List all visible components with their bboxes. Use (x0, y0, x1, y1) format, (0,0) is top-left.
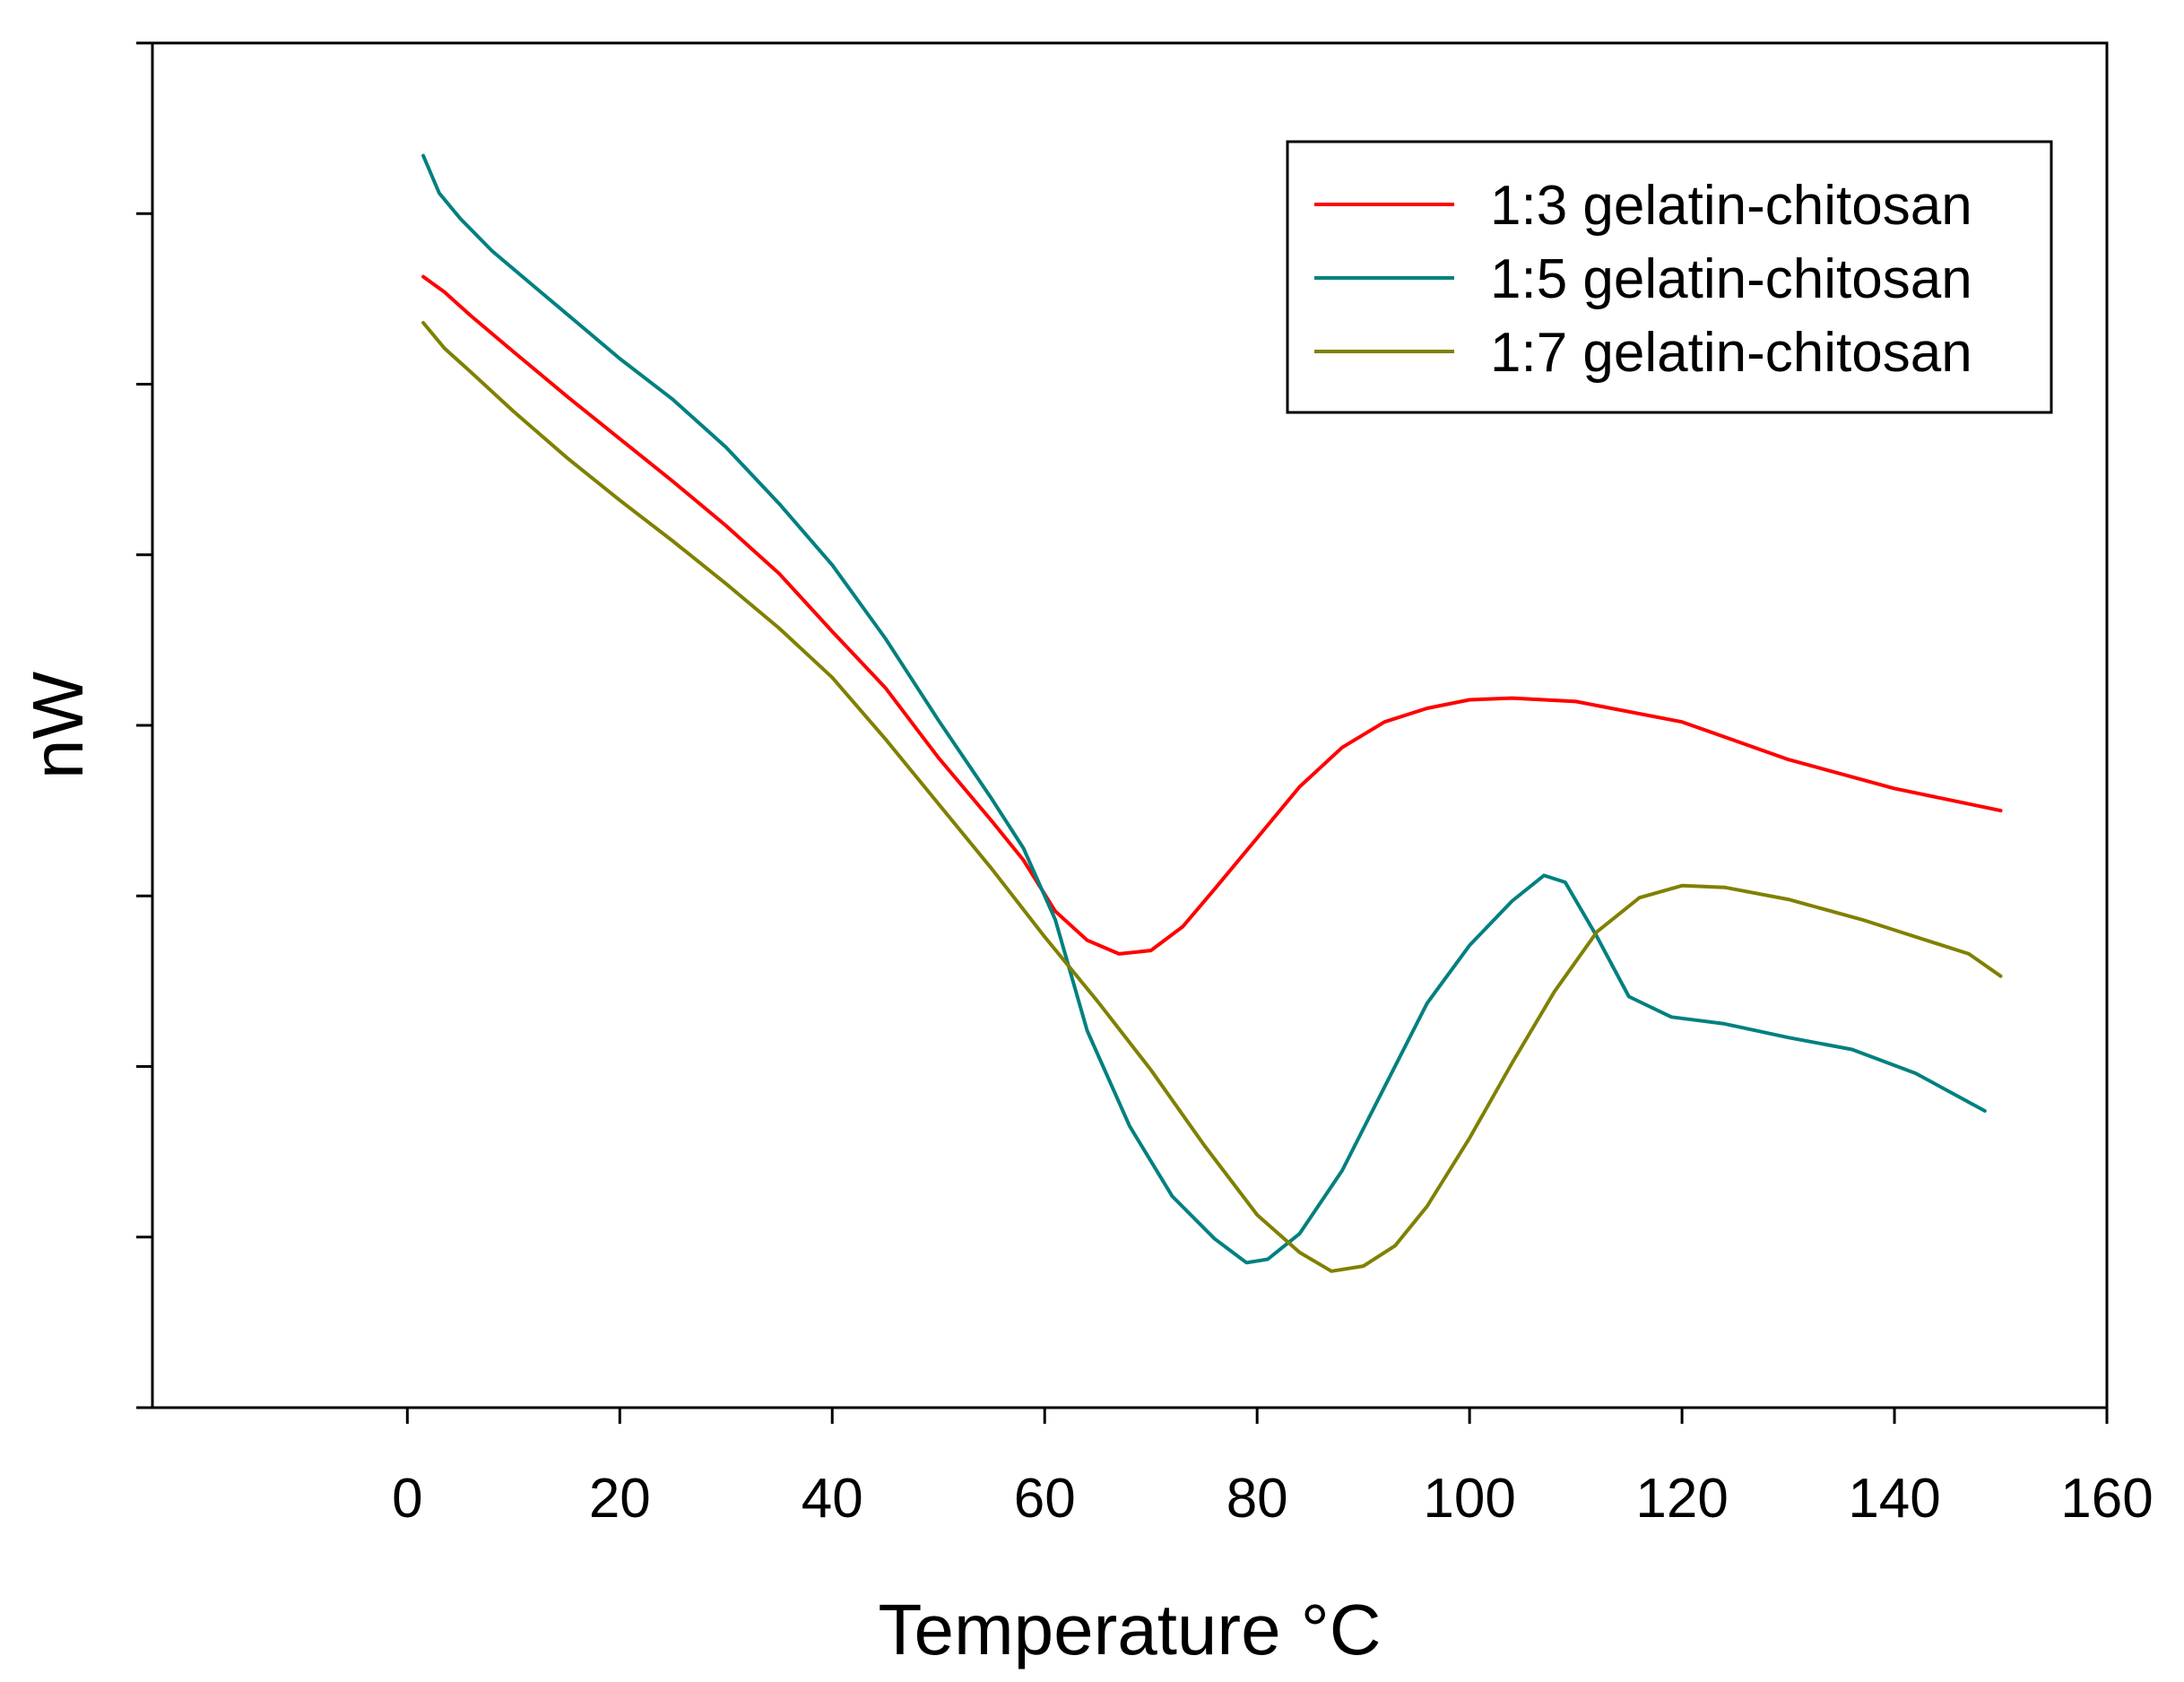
x-tick-label: 20 (589, 1468, 651, 1530)
legend-label-3: 1:7 gelatin-chitosan (1490, 322, 1972, 384)
x-tick-label: 0 (392, 1468, 422, 1530)
series-lines (421, 153, 2003, 1273)
x-tick-label: 40 (802, 1468, 863, 1530)
x-tick-label: 160 (2060, 1468, 2153, 1530)
series-line-2 (421, 153, 1987, 1265)
legend-label-2: 1:5 gelatin-chitosan (1490, 248, 1972, 310)
x-axis-label: Temperature °C (878, 1590, 1381, 1669)
y-axis-label: nW (18, 672, 98, 779)
series-line-3 (421, 321, 2003, 1273)
legend: 1:3 gelatin-chitosan 1:5 gelatin-chitosan… (1286, 140, 2053, 414)
x-tick-label: 120 (1635, 1468, 1728, 1530)
x-tick-label: 80 (1226, 1468, 1288, 1530)
y-axis-ticks (136, 41, 152, 1409)
x-tick-label: 60 (1014, 1468, 1076, 1530)
series-line-1 (421, 274, 2003, 956)
legend-label-1: 1:3 gelatin-chitosan (1490, 175, 1972, 237)
x-axis-ticks: 0 20 40 60 80 100 120 140 160 (392, 1408, 2154, 1530)
x-tick-label: 100 (1423, 1468, 1515, 1530)
x-tick-label: 140 (1848, 1468, 1940, 1530)
